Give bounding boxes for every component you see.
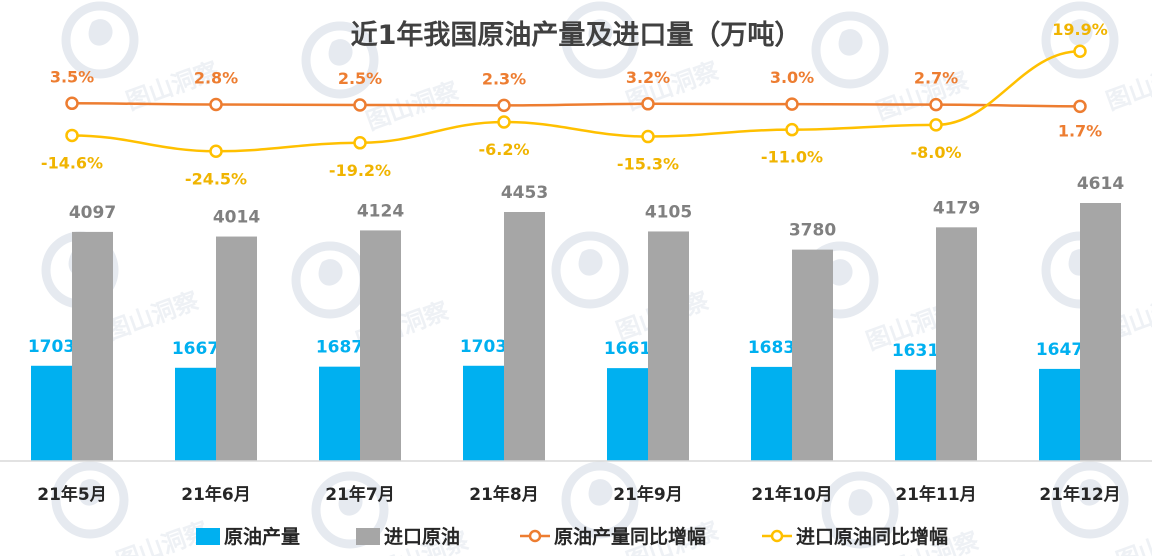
data-label-production: 1661 — [604, 339, 651, 359]
point-production-growth — [353, 98, 367, 112]
bar-crude-import — [648, 231, 689, 461]
data-label-production: 1703 — [28, 337, 75, 357]
data-label-import: 4124 — [357, 201, 404, 221]
data-label-production-growth: 1.7% — [1058, 121, 1102, 140]
x-tick-label: 21年8月 — [469, 484, 539, 505]
watermark-text: 图山洞察 — [102, 286, 203, 345]
x-tick-labels: 21年5月 21年6月 21年7月 21年8月 21年9月 21年10月 21年11月 21年… — [37, 484, 1120, 505]
watermark-logo — [1046, 6, 1114, 74]
point-import-growth — [497, 115, 511, 129]
line-production-growth — [71, 102, 1081, 108]
data-label-import-growth: -8.0% — [910, 143, 961, 162]
x-tick-label: 21年6月 — [181, 484, 251, 505]
legend-label: 进口原油 — [384, 526, 460, 548]
legend-label: 进口原油同比增幅 — [796, 525, 948, 548]
lines-layer: 3.5% 2.8% 2.5% 2.3% 3.2% 3.0% 2.7% 1.7% -14.6% -2… — [41, 20, 1108, 188]
data-label-import: 4614 — [1077, 174, 1124, 194]
point-production-growth — [1073, 99, 1087, 114]
point-import-growth — [929, 118, 943, 132]
data-label-import-growth: -11.0% — [761, 148, 823, 167]
bar-crude-import — [216, 236, 257, 461]
chart-title: 近1年我国原油产量及进口量（万吨） — [351, 19, 802, 51]
bar-crude-import — [360, 230, 401, 461]
data-label-production-growth: 2.3% — [482, 69, 526, 88]
point-production-growth — [929, 97, 943, 112]
bar-crude-production — [895, 369, 936, 461]
x-tick-label: 21年10月 — [751, 484, 832, 505]
data-label-import: 3780 — [789, 221, 836, 241]
data-label-production: 1631 — [892, 341, 939, 361]
data-label-production: 1703 — [460, 337, 507, 357]
data-label-import: 4179 — [933, 198, 980, 218]
data-label-production: 1687 — [316, 338, 363, 358]
data-label-production: 1647 — [1036, 340, 1083, 360]
legend: 原油产量 进口原油 原油产量同比增幅 进口原油同比增幅 — [196, 525, 948, 548]
line-import-growth — [71, 49, 1081, 153]
data-label-production: 1667 — [172, 339, 219, 359]
watermark-logo — [816, 16, 884, 84]
bar-crude-production — [607, 368, 648, 461]
data-label-production-growth: 2.8% — [194, 68, 238, 87]
point-import-growth — [353, 136, 367, 150]
watermark-logo — [296, 246, 364, 314]
data-label-import-growth: -6.2% — [478, 140, 529, 159]
data-label-import-growth: -19.2% — [329, 161, 391, 180]
legend-marker — [528, 529, 542, 543]
data-label-production-growth: 3.2% — [626, 68, 670, 87]
x-tick-label: 21年9月 — [613, 484, 683, 505]
point-import-growth — [641, 129, 655, 144]
legend-marker — [770, 529, 784, 543]
data-label-production-growth: 3.5% — [50, 67, 94, 86]
bar-crude-import — [1080, 203, 1121, 461]
data-label-import: 4453 — [501, 183, 548, 203]
data-label-import-growth: -14.6% — [41, 153, 103, 172]
x-tick-label: 21年5月 — [37, 484, 107, 505]
bar-crude-production — [319, 366, 360, 461]
data-label-import-growth: -15.3% — [617, 155, 679, 174]
bar-crude-production — [175, 367, 216, 461]
bar-crude-production — [31, 365, 72, 461]
data-label-import: 4105 — [645, 202, 692, 222]
bar-crude-import — [792, 249, 833, 461]
legend-swatch — [196, 528, 220, 545]
data-label-production-growth: 3.0% — [770, 68, 814, 87]
bar-crude-import — [936, 227, 977, 461]
bar-crude-import — [72, 231, 113, 461]
bar-crude-production — [463, 365, 504, 461]
point-import-growth — [209, 144, 223, 159]
watermark-logo — [66, 6, 134, 74]
point-production-growth — [209, 97, 223, 112]
bar-crude-import — [504, 212, 545, 461]
data-label-import: 4097 — [69, 203, 116, 223]
point-import-growth — [785, 122, 799, 137]
data-label-production-growth: 2.7% — [914, 69, 958, 88]
data-label-production: 1683 — [748, 338, 795, 358]
legend-label: 原油产量同比增幅 — [554, 525, 706, 548]
bars-layer: 1703 4097 1667 4014 1687 4124 1703 4453 1661 4105… — [28, 174, 1124, 461]
point-production-growth — [497, 98, 511, 113]
point-production-growth — [785, 97, 799, 111]
data-label-production-growth: 2.5% — [338, 69, 382, 88]
point-production-growth — [641, 97, 655, 111]
watermark-text: 图山洞察 — [1102, 56, 1152, 115]
point-production-growth — [65, 96, 79, 111]
data-label-import-growth: -24.5% — [185, 169, 247, 188]
bar-crude-production — [751, 366, 792, 461]
point-import-growth — [65, 128, 79, 143]
bar-crude-production — [1039, 368, 1080, 461]
data-label-import-growth: 19.9% — [1052, 20, 1108, 39]
x-tick-label: 21年12月 — [1039, 484, 1120, 505]
x-tick-label: 21年7月 — [325, 484, 395, 505]
legend-swatch — [356, 528, 380, 545]
x-tick-label: 21年11月 — [895, 484, 976, 505]
legend-label: 原油产量 — [224, 525, 300, 548]
data-label-import: 4014 — [213, 208, 260, 228]
watermark-logo — [556, 236, 624, 304]
point-import-growth — [1073, 44, 1087, 58]
